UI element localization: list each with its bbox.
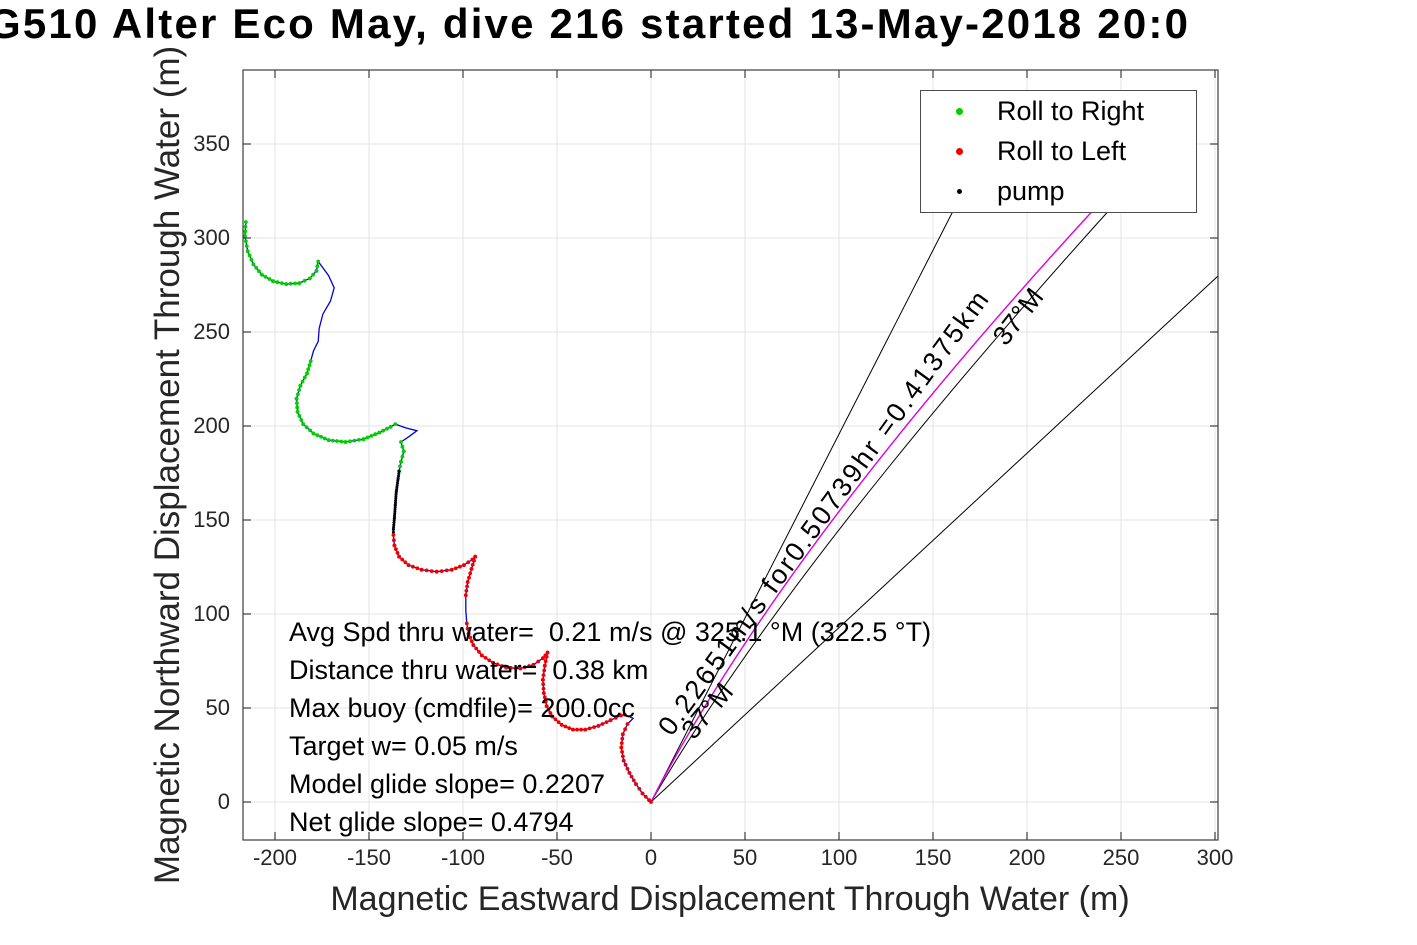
- stat-max-buoy: Max buoy (cmdfile)= 200.0cc: [289, 693, 635, 723]
- stat-net-glide-slope: Net glide slope= 0.4794: [289, 807, 574, 837]
- x-tick-label: -200: [252, 845, 298, 870]
- y-axis-label: Magnetic Northward Displacement Through …: [148, 45, 187, 885]
- pump-marker-icon: [956, 189, 962, 195]
- roll-left-marker-icon: [955, 147, 963, 155]
- y-tick-label: 300: [193, 225, 230, 250]
- legend-label: Roll to Left: [997, 135, 1127, 166]
- y-tick-label: 50: [205, 695, 230, 720]
- x-axis-label: Magnetic Eastward Displacement Through W…: [330, 880, 1130, 918]
- dive-stats-text-block: Avg Spd thru water= 0.21 m/s @ 325.1 °M …: [289, 613, 931, 841]
- figure-title: G510 Alter Eco May, dive 216 started 13-…: [0, 0, 1191, 47]
- x-tick-label: 250: [1102, 845, 1140, 870]
- x-tick-label: 100: [820, 845, 858, 870]
- y-tick-label: 0: [217, 789, 230, 814]
- y-tick-label: 100: [193, 601, 230, 626]
- stat-target-w: Target w= 0.05 m/s: [289, 731, 518, 761]
- x-tick-label: 200: [1008, 845, 1046, 870]
- legend-item-pump: pump: [921, 172, 1196, 212]
- stat-distance: Distance thru water= 0.38 km: [289, 655, 649, 685]
- y-tick-label: 250: [193, 319, 230, 344]
- legend-item-roll-to-left: Roll to Left: [921, 131, 1196, 171]
- legend-label: pump: [997, 176, 1065, 207]
- x-tick-label: 50: [732, 845, 758, 870]
- x-tick-label: -100: [440, 845, 486, 870]
- stat-model-glide-slope: Model glide slope= 0.2207: [289, 769, 605, 799]
- x-tick-label: -150: [346, 845, 392, 870]
- legend-label: Roll to Right: [997, 95, 1145, 126]
- x-tick-label: 300: [1196, 845, 1234, 870]
- stat-avg-speed: Avg Spd thru water= 0.21 m/s @ 325.1 °M …: [289, 617, 932, 647]
- y-tick-label: 350: [193, 131, 230, 156]
- y-tick-label: 200: [193, 413, 230, 438]
- x-tick-label: 0: [644, 845, 658, 870]
- legend-item-roll-to-right: Roll to Right: [921, 91, 1196, 131]
- legend-box: Roll to Right Roll to Left pump: [920, 90, 1197, 213]
- y-tick-label: 150: [193, 507, 230, 532]
- x-tick-label: -50: [541, 845, 573, 870]
- x-tick-label: 150: [914, 845, 952, 870]
- roll-right-marker-icon: [955, 107, 963, 115]
